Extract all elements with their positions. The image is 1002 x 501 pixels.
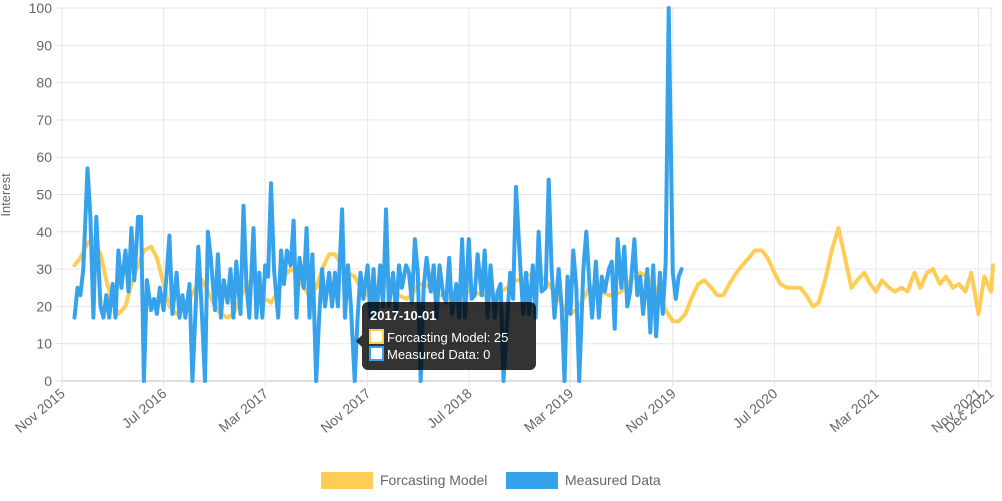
tooltip-swatch-forecast [369, 329, 384, 344]
x-tick-label: Jul 2016 [119, 385, 170, 431]
y-axis-ticks: 0 10 20 30 40 50 60 70 80 90 100 [29, 0, 53, 389]
y-tick-label: 30 [36, 261, 52, 277]
y-tick-label: 90 [36, 37, 52, 53]
x-tick-label: Nov 2019 [623, 385, 679, 436]
tooltip-title: 2017-10-01 [370, 308, 437, 323]
tooltip-swatch-measured [369, 346, 384, 361]
legend-item-measured[interactable]: Measured Data [506, 472, 661, 489]
y-tick-label: 40 [36, 224, 52, 240]
x-tick-label: Nov 2015 [12, 385, 68, 436]
legend-swatch-measured [506, 472, 558, 489]
legend-label-measured: Measured Data [565, 472, 661, 488]
y-tick-label: 70 [36, 112, 52, 128]
x-tick-label: Mar 2021 [826, 385, 882, 435]
x-tick-label: Mar 2017 [216, 385, 272, 435]
x-tick-label: Nov 2017 [317, 385, 373, 436]
y-tick-label: 10 [36, 336, 52, 352]
x-tick-label: Mar 2019 [521, 385, 577, 435]
y-tick-label: 20 [36, 298, 52, 314]
y-axis-title: Interest [0, 173, 13, 217]
tooltip-line-measured: Measured Data: 0 [387, 347, 490, 362]
series-lines [72, 6, 996, 383]
tooltip-box [356, 302, 536, 370]
y-tick-label: 60 [36, 149, 52, 165]
x-axis-ticks: Nov 2015 Jul 2016 Mar 2017 Nov 2017 Jul 2018… [12, 385, 997, 436]
legend-item-forecast[interactable]: Forcasting Model [321, 472, 487, 489]
y-tick-label: 100 [29, 0, 53, 16]
tooltip-line-forecast: Forcasting Model: 25 [387, 330, 508, 345]
y-tick-label: 80 [36, 75, 52, 91]
tooltip: 2017-10-01 Forcasting Model: 25 Measured… [356, 302, 536, 370]
y-tick-label: 0 [44, 373, 52, 389]
x-tick-label: Jul 2018 [424, 385, 475, 431]
legend: Forcasting Model Measured Data [321, 472, 661, 489]
y-tick-label: 50 [36, 187, 52, 203]
legend-label-forecast: Forcasting Model [380, 472, 487, 488]
x-tick-label: Jul 2020 [730, 385, 781, 431]
legend-swatch-forecast [321, 472, 373, 489]
measured-line [72, 6, 684, 383]
